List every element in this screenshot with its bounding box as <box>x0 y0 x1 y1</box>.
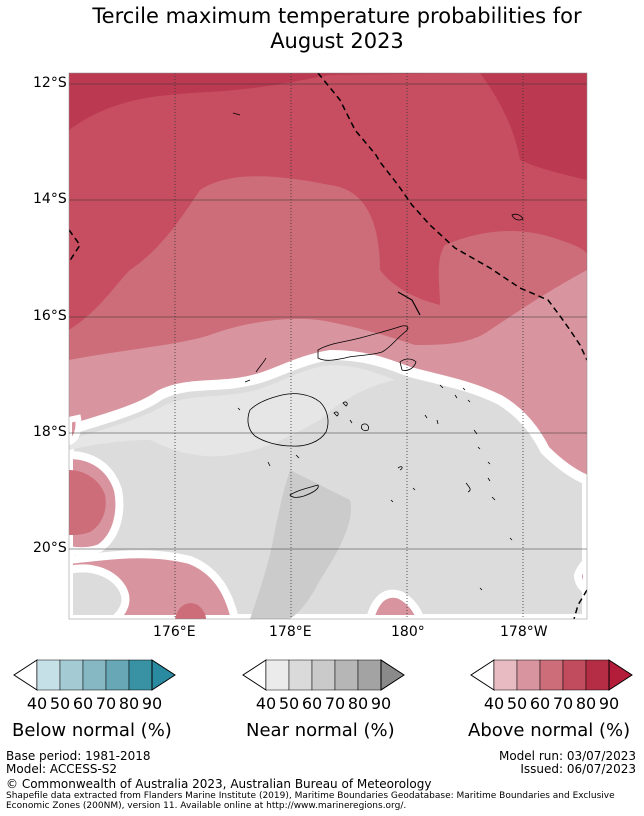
lon-label-180: 180° <box>391 624 425 640</box>
below-cb-40-50 <box>36 659 61 691</box>
title-line-1: Tercile maximum temperature probabilitie… <box>92 4 582 28</box>
probability-field <box>69 73 587 619</box>
near-cb-40-50 <box>265 659 290 691</box>
rotuma-dependency <box>232 112 524 221</box>
viti-levu-island <box>247 393 329 447</box>
tick-label: 70 <box>552 694 574 713</box>
south-above-core <box>175 603 206 619</box>
lon-label-178w: 178°W <box>500 624 548 640</box>
lon-label-178e: 178°E <box>269 624 312 640</box>
taveuni-island <box>399 358 417 371</box>
tick-label: 60 <box>72 694 94 713</box>
tick-label: 80 <box>347 694 369 713</box>
colorbar-above-normal <box>470 659 633 691</box>
below-cb-end <box>151 659 176 691</box>
lat-label-12s: 12°S <box>33 75 67 91</box>
tick-label: 90 <box>141 694 163 713</box>
above-cb-40-50 <box>493 659 518 691</box>
above-cb-50-60 <box>516 659 541 691</box>
near-cb-start <box>242 659 267 691</box>
near-50-60-region <box>250 470 351 619</box>
model-run: Model run: 03/07/2023 <box>498 749 636 763</box>
above-cb-80-90 <box>585 659 610 691</box>
below-cb-60-70 <box>82 659 107 691</box>
lat-label-20s: 20°S <box>33 540 67 556</box>
fiji-coastlines <box>232 112 524 591</box>
issued-date: Issued: 06/07/2023 <box>520 762 636 776</box>
longitude-gridlines <box>174 73 524 619</box>
south-east-corner-lobe <box>573 557 587 595</box>
eez-boundary <box>317 73 587 361</box>
lat-label-16s: 16°S <box>33 308 67 324</box>
legend-title-near: Near normal (%) <box>246 720 395 741</box>
koro-island <box>361 423 369 432</box>
tick-label: 60 <box>529 694 551 713</box>
tick-label: 70 <box>324 694 346 713</box>
colorbar-near-normal <box>242 659 405 691</box>
latitude-gridlines <box>69 83 587 550</box>
south-islets <box>267 454 513 591</box>
above-cb-70-80 <box>562 659 587 691</box>
eez-boundary-west <box>69 229 81 263</box>
tick-label: 90 <box>370 694 392 713</box>
eez-boundary-mid <box>397 291 421 316</box>
tick-label: 80 <box>118 694 140 713</box>
tick-label: 40 <box>26 694 48 713</box>
lat-label-14s: 14°S <box>33 191 67 207</box>
tick-label: 50 <box>49 694 71 713</box>
near-cb-end <box>380 659 405 691</box>
near-cb-50-60 <box>288 659 313 691</box>
base-period: Base period: 1981-2018 <box>6 749 151 763</box>
colorbar-below-normal <box>13 659 176 691</box>
title-line-2: August 2023 <box>270 29 404 53</box>
tick-label: 70 <box>95 694 117 713</box>
kadavu-island <box>289 484 319 498</box>
above-cb-start <box>470 659 495 691</box>
data-attribution: Shapefile data extracted from Flanders M… <box>6 791 615 811</box>
south-east-lobe <box>365 589 425 619</box>
tick-label: 40 <box>483 694 505 713</box>
near-40-50-region <box>69 365 395 457</box>
legend-title-below: Below normal (%) <box>12 720 172 741</box>
tick-label: 90 <box>598 694 620 713</box>
legend-title-above: Above normal (%) <box>468 720 631 741</box>
above-cb-end <box>608 659 633 691</box>
below-cb-70-80 <box>105 659 130 691</box>
copyright-notice: © Commonwealth of Australia 2023, Austra… <box>6 777 432 791</box>
below-cb-80-90 <box>128 659 153 691</box>
west-edge-lobe <box>69 414 82 446</box>
above-cb-60-70 <box>539 659 564 691</box>
below-cb-50-60 <box>59 659 84 691</box>
eez-boundary-south <box>573 589 587 619</box>
lon-label-176e: 176°E <box>153 624 196 640</box>
tick-label: 50 <box>506 694 528 713</box>
lau-islands <box>390 384 496 503</box>
near-cb-70-80 <box>334 659 359 691</box>
tick-label: 40 <box>255 694 277 713</box>
south-near-lobe <box>69 564 130 619</box>
above-lobe-west-inner <box>69 470 106 535</box>
near-cb-80-90 <box>357 659 382 691</box>
vanua-levu-island <box>317 325 409 361</box>
tick-label: 80 <box>575 694 597 713</box>
lat-label-18s: 18°S <box>33 424 67 440</box>
tick-label: 50 <box>278 694 300 713</box>
near-cb-60-70 <box>311 659 336 691</box>
lomaiviti-islands <box>333 401 353 424</box>
map-frame <box>68 72 588 620</box>
map-title: Tercile maximum temperature probabilitie… <box>0 4 644 54</box>
model-name: Model: ACCESS-S2 <box>6 762 118 776</box>
below-cb-start <box>13 659 38 691</box>
tick-label: 60 <box>301 694 323 713</box>
mamanuca-islands <box>237 357 267 411</box>
